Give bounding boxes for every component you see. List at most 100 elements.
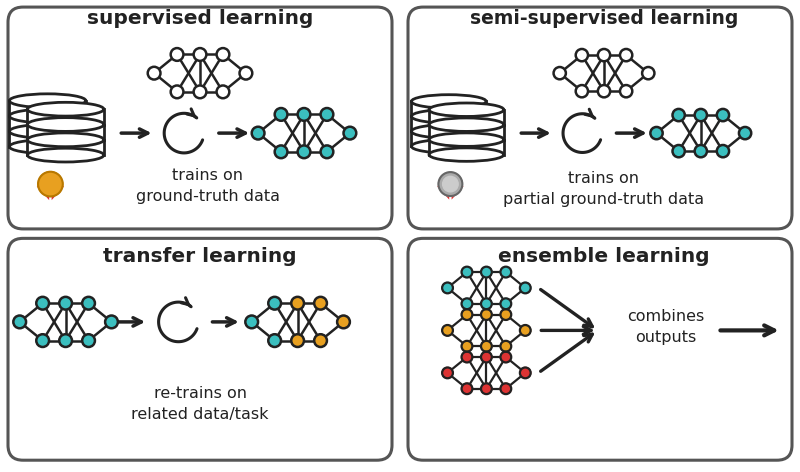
Circle shape — [314, 334, 327, 347]
Ellipse shape — [429, 148, 504, 161]
Polygon shape — [37, 178, 49, 200]
Circle shape — [268, 334, 281, 347]
Circle shape — [554, 67, 566, 79]
Circle shape — [739, 127, 751, 139]
Circle shape — [194, 85, 206, 98]
Polygon shape — [429, 140, 504, 155]
Text: supervised learning: supervised learning — [87, 9, 313, 28]
Circle shape — [576, 85, 588, 97]
Text: trains on
partial ground-truth data: trains on partial ground-truth data — [503, 171, 705, 207]
Polygon shape — [10, 116, 86, 131]
Circle shape — [217, 85, 230, 98]
Circle shape — [694, 109, 707, 121]
Circle shape — [576, 49, 588, 61]
Circle shape — [337, 315, 350, 329]
Circle shape — [105, 315, 118, 329]
Circle shape — [82, 334, 95, 347]
Circle shape — [598, 49, 610, 61]
Circle shape — [442, 177, 458, 192]
Text: combines
outputs: combines outputs — [627, 309, 704, 345]
Circle shape — [217, 48, 230, 61]
Ellipse shape — [429, 118, 504, 131]
Ellipse shape — [10, 109, 86, 123]
Circle shape — [194, 48, 206, 61]
Circle shape — [321, 108, 334, 121]
Circle shape — [252, 126, 265, 140]
Circle shape — [59, 297, 72, 310]
FancyBboxPatch shape — [8, 7, 392, 229]
Circle shape — [291, 297, 304, 310]
Circle shape — [462, 383, 472, 394]
Ellipse shape — [411, 110, 486, 123]
FancyBboxPatch shape — [408, 7, 792, 229]
Text: ensemble learning: ensemble learning — [498, 247, 710, 266]
Circle shape — [442, 283, 453, 293]
Circle shape — [673, 109, 685, 121]
Polygon shape — [451, 178, 463, 200]
Circle shape — [36, 334, 49, 347]
Circle shape — [481, 309, 492, 320]
Circle shape — [501, 298, 511, 309]
Text: re-trains on
related data/task: re-trains on related data/task — [131, 386, 269, 421]
Polygon shape — [10, 131, 86, 147]
FancyBboxPatch shape — [8, 238, 392, 460]
Circle shape — [642, 67, 654, 79]
Circle shape — [274, 108, 287, 121]
Circle shape — [620, 85, 632, 97]
Ellipse shape — [429, 103, 504, 117]
Polygon shape — [27, 140, 104, 155]
Ellipse shape — [10, 94, 86, 108]
Polygon shape — [52, 178, 64, 200]
Circle shape — [717, 109, 729, 121]
Circle shape — [481, 298, 492, 309]
Circle shape — [462, 309, 472, 320]
Ellipse shape — [27, 102, 104, 116]
Circle shape — [481, 383, 492, 394]
Ellipse shape — [27, 133, 104, 147]
Circle shape — [501, 383, 511, 394]
Circle shape — [170, 48, 183, 61]
Circle shape — [442, 325, 453, 336]
Circle shape — [343, 126, 356, 140]
Polygon shape — [411, 101, 486, 117]
Circle shape — [462, 267, 472, 278]
Polygon shape — [27, 125, 104, 140]
Ellipse shape — [27, 118, 104, 131]
Text: transfer learning: transfer learning — [103, 247, 297, 266]
Polygon shape — [27, 109, 104, 125]
Circle shape — [650, 127, 662, 139]
Ellipse shape — [411, 125, 486, 138]
Circle shape — [501, 341, 511, 352]
Circle shape — [673, 145, 685, 157]
Ellipse shape — [429, 133, 504, 146]
Circle shape — [268, 297, 281, 310]
Circle shape — [291, 334, 304, 347]
FancyBboxPatch shape — [408, 238, 792, 460]
Polygon shape — [10, 101, 86, 116]
Polygon shape — [411, 117, 486, 131]
Ellipse shape — [411, 95, 486, 108]
Circle shape — [170, 85, 183, 98]
Circle shape — [82, 297, 95, 310]
Circle shape — [148, 67, 161, 80]
Circle shape — [321, 145, 334, 158]
Circle shape — [38, 172, 62, 196]
Circle shape — [501, 309, 511, 320]
Ellipse shape — [10, 140, 86, 153]
Circle shape — [442, 368, 453, 378]
Polygon shape — [429, 125, 504, 140]
Circle shape — [462, 341, 472, 352]
Circle shape — [481, 267, 492, 278]
Circle shape — [598, 85, 610, 97]
Circle shape — [481, 352, 492, 362]
Circle shape — [462, 352, 472, 362]
Circle shape — [481, 341, 492, 352]
Circle shape — [694, 145, 707, 157]
Polygon shape — [411, 131, 486, 146]
Circle shape — [462, 298, 472, 309]
Circle shape — [298, 108, 310, 121]
Circle shape — [314, 297, 327, 310]
Circle shape — [298, 145, 310, 158]
Text: trains on
ground-truth data: trains on ground-truth data — [136, 169, 280, 204]
Circle shape — [501, 267, 511, 278]
